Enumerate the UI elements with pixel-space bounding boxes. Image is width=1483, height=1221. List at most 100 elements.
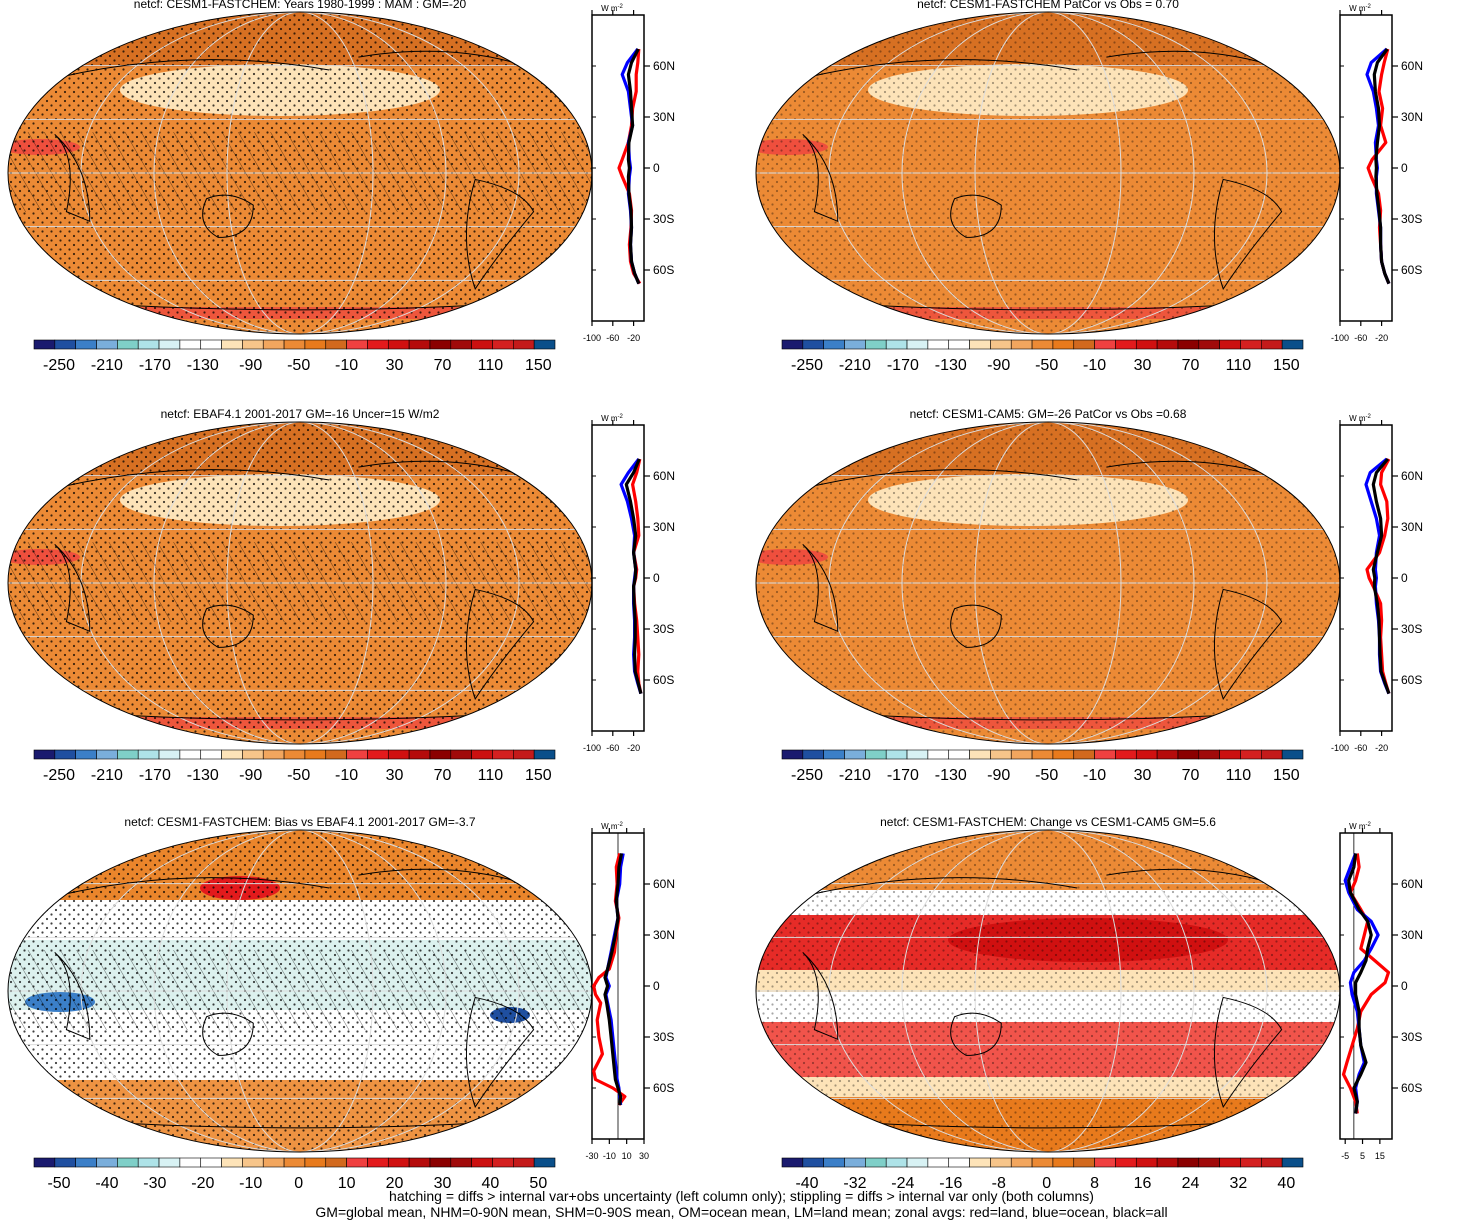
colorbar-label: -210 [839,767,871,784]
zonal-x-label: -30 [585,1151,598,1161]
colorbar-label: 32 [1229,1175,1247,1192]
colorbar-swatch [54,339,76,350]
zonal-lat-label: 30S [1401,622,1422,636]
colorbar-swatch [221,1157,243,1168]
zonal-lat-label: 30N [653,520,675,534]
colorbar: -250 -210 -170 -130 -90 -50 -10 30 70 110 150 [781,339,1304,374]
zonal-x-label: 15 [1375,1151,1385,1161]
zonal-mean-plot: W m-2 60N 30N 0 30S 60S -5 5 15 [1339,822,1423,1161]
colorbar-swatch [179,749,202,760]
zonal-x-label: -100 [583,743,601,753]
colorbar-swatch [304,1157,327,1168]
colorbar-label: -50 [287,357,310,374]
zonal-series-all [1371,457,1391,695]
panel-5: netcf: CESM1-FASTCHEM: Bias vs EBAF4.1 2… [0,815,740,1203]
colorbar-swatch [408,1157,431,1168]
colorbar-swatch [802,749,824,760]
zonal-x-label: 10 [622,1151,632,1161]
colorbar-swatch [471,339,493,350]
zonal-x-label: -60 [606,743,619,753]
colorbar-label: -30 [143,1175,166,1192]
colorbar-swatch [429,749,452,760]
colorbar-label: 110 [478,767,504,784]
map-field [756,830,1340,1152]
colorbar-swatch [1219,1157,1241,1168]
map-title: netcf: CESM1-CAM5: GM=-26 PatCor vs Obs … [909,407,1187,421]
colorbar-swatch [781,1157,804,1168]
colorbar-swatch [1052,339,1075,350]
zonal-lat-label: 60N [1401,877,1423,891]
footer-line-1: hatching = diffs > internal var+obs unce… [389,1188,1094,1204]
colorbar-swatch [367,749,389,760]
colorbar-swatch [346,339,368,350]
map-field [756,12,1340,334]
colorbar-label: 150 [525,357,552,374]
zonal-lat-label: 60S [1401,263,1422,277]
colorbar-swatch [1240,1157,1262,1168]
colorbar-swatch [1010,339,1033,350]
colorbar-label: -210 [91,767,123,784]
colorbar-swatch [137,749,160,760]
colorbar-swatch [96,749,118,760]
colorbar-swatch [533,749,556,760]
colorbar-swatch [990,1157,1012,1168]
colorbar-swatch [1156,1157,1179,1168]
colorbar-swatch [1198,339,1220,350]
colorbar-label: -210 [839,357,871,374]
zonal-lat-label: 30S [653,622,674,636]
colorbar-label: 0 [1042,1175,1051,1192]
footer-line-2: GM=global mean, NHM=0-90N mean, SHM=0-90… [315,1204,1168,1220]
colorbar-swatch [781,749,804,760]
panel-svg: -250 -210 -170 -130 -90 -50 -10 30 70 110 150 W m-2… [7,4,675,374]
colorbar-label: -32 [843,1175,866,1192]
colorbar-swatch [865,339,887,350]
colorbar-swatch [33,749,56,760]
colorbar-label: -10 [239,1175,262,1192]
colorbar-label: -50 [287,767,310,784]
colorbar-label: 30 [1134,767,1152,784]
colorbar-swatch [304,339,327,350]
colorbar-swatch [1281,749,1304,760]
colorbar-swatch [75,1157,97,1168]
colorbar-swatch [885,749,908,760]
colorbar-swatch [1177,749,1200,760]
zonal-series-all [626,48,641,285]
colorbar-swatch [1031,339,1054,350]
colorbar-swatch [1156,749,1179,760]
colorbar-swatch [325,749,347,760]
colorbar: -250 -210 -170 -130 -90 -50 -10 30 70 110 150 [33,749,556,784]
zonal-mean-plot: W m-2 60N 30N 0 30S 60S -100 -60 -20 [583,4,675,343]
colorbar-swatch [885,1157,908,1168]
colorbar-label: 0 [294,1175,303,1192]
colorbar-label: -210 [91,357,123,374]
colorbar-swatch [1115,749,1137,760]
colorbar-label: 30 [386,357,404,374]
colorbar-swatch [387,749,410,760]
colorbar-swatch [1281,339,1304,350]
colorbar-swatch [927,749,950,760]
colorbar-swatch [75,749,97,760]
zonal-lat-label: 30N [1401,928,1423,942]
zonal-series-land [592,853,627,1106]
colorbar-swatch [387,339,410,350]
colorbar-swatch [865,1157,887,1168]
colorbar-swatch [781,339,804,350]
colorbar-swatch [885,339,908,350]
zonal-lat-label: 30S [1401,212,1422,226]
map-field [8,12,592,334]
zonal-x-label: -20 [1375,333,1388,343]
colorbar-label: -90 [239,767,262,784]
colorbar-label: 150 [1273,357,1300,374]
colorbar-label: -10 [335,357,358,374]
zonal-lat-label: 0 [1401,979,1408,993]
colorbar-swatch [471,1157,493,1168]
panel-svg: -250 -210 -170 -130 -90 -50 -10 30 70 110 150 W m-2… [755,4,1423,374]
zonal-x-label: 5 [1360,1151,1365,1161]
colorbar-swatch [117,1157,139,1168]
colorbar-label: -250 [43,357,75,374]
colorbar: -250 -210 -170 -130 -90 -50 -10 30 70 110 150 [781,749,1304,784]
colorbar-swatch [1135,1157,1158,1168]
colorbar-swatch [200,339,222,350]
colorbar-label: -16 [939,1175,962,1192]
colorbar-swatch [1177,1157,1200,1168]
